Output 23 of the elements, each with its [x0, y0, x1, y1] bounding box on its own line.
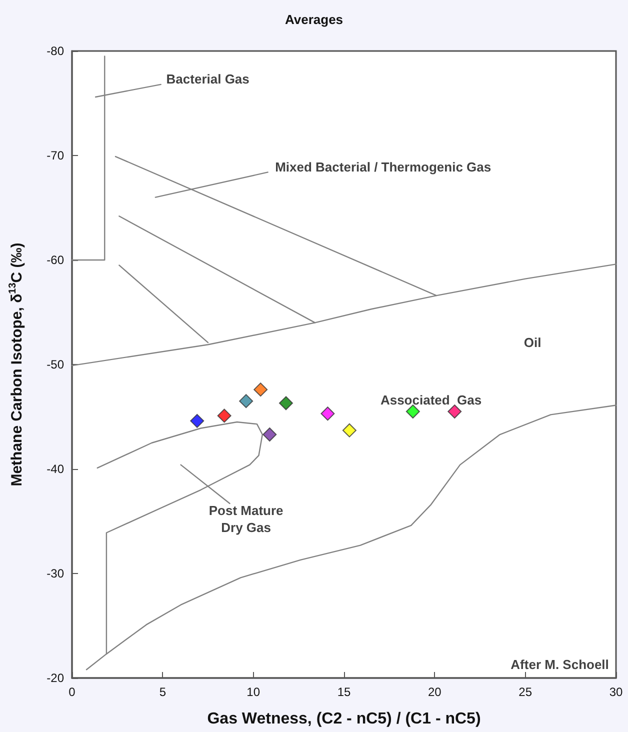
chart-title: Averages: [284, 12, 344, 27]
y-tick-label: -40: [46, 462, 64, 476]
annotation: Oil: [524, 335, 542, 350]
x-tick-label: 5: [159, 685, 166, 699]
y-tick-label: -60: [46, 253, 64, 267]
x-tick-label: 25: [518, 685, 532, 699]
x-tick-label: 10: [246, 685, 260, 699]
annotation: Post Mature Dry Gas: [208, 503, 284, 536]
y-tick-label: -50: [46, 358, 64, 372]
y-tick-label: -70: [46, 148, 64, 162]
y-tick-label: -80: [46, 44, 64, 58]
annotation: After M. Schoell: [510, 656, 609, 672]
annotation: Mixed Bacterial / Thermogenic Gas: [275, 159, 492, 174]
x-tick-label: 0: [68, 685, 76, 699]
x-tick-label: 30: [609, 685, 623, 699]
annotation: Bacterial Gas: [166, 72, 250, 87]
y-tick-label: -30: [46, 566, 64, 580]
x-axis-title: Gas Wetness, (C2 - nC5) / (C1 - nC5): [207, 710, 481, 728]
x-tick-label: 15: [337, 685, 351, 699]
x-tick-label: 20: [428, 685, 442, 699]
annotation: Associated Gas: [380, 392, 482, 408]
y-tick-label: -20: [46, 671, 64, 685]
y-axis-title: Methane Carbon Isotope, δ13C (‰): [8, 242, 26, 486]
